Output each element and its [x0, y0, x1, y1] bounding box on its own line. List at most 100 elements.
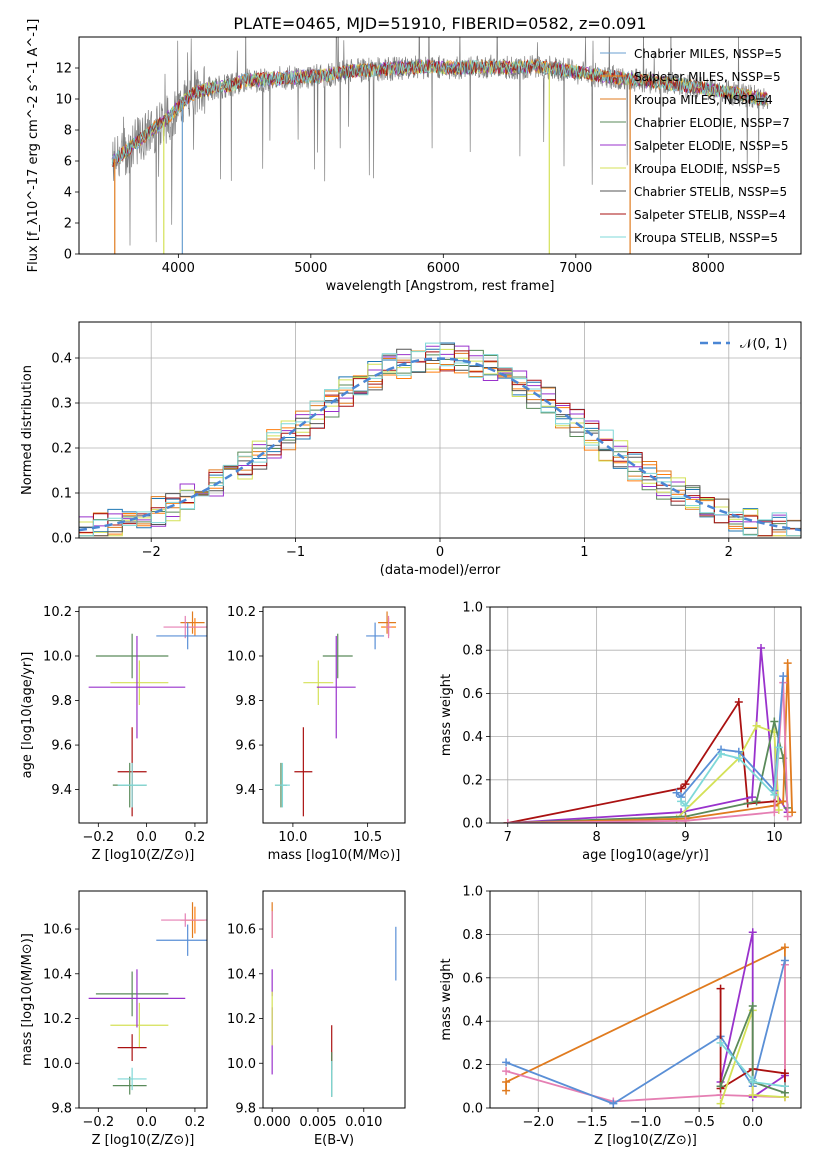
errorbar-point [366, 622, 385, 650]
y-tick-label: 0.2 [462, 1058, 483, 1073]
x-tick-label: 4000 [162, 261, 195, 276]
weight-marker [780, 943, 789, 952]
errorbar-point [117, 1067, 147, 1091]
y-tick-label: 0.6 [462, 971, 483, 986]
y-tick-label: 0.0 [462, 817, 483, 832]
weight-marker [672, 788, 681, 797]
weight-marker [774, 743, 783, 752]
legend-label: Salpeter STELIB, NSSP=4 [634, 208, 786, 222]
errorbar-point [316, 635, 356, 739]
panel-age_vs_mass: 10.0 10.5 9.4 9.6 9.8 10.0 10.2 mass [log10(M/M… [227, 605, 406, 863]
panel-mass_vs_Z: −0.2 0.0 0.2 9.8 10.0 10.2 10.4 10.6 Z [log10(Z/… [20, 890, 208, 1148]
plot-area [111, 37, 769, 254]
weight-marker [502, 1077, 511, 1086]
errorbar-point [161, 913, 207, 927]
weight-marker [779, 672, 788, 681]
legend-label: Kroupa STELIB, NSSP=5 [634, 231, 778, 245]
y-axis-label: Flux [f_λ10^-17 erg cm^-2 s^-1 A^-1] [26, 19, 41, 273]
weight-marker [780, 1069, 789, 1078]
x-tick-label: 8000 [692, 261, 725, 276]
y-tick-label: 9.8 [235, 1102, 256, 1117]
weight-marker [752, 721, 761, 730]
errorbar-point [156, 924, 207, 956]
plot-area [88, 902, 207, 1095]
y-tick-label: 0.6 [462, 687, 483, 702]
axes-frame [262, 606, 406, 824]
errorbar-point [88, 969, 186, 1028]
x-axis-label: mass [log10(M/M⊙)] [268, 848, 401, 863]
plot-area [502, 928, 789, 1108]
axes-frame [78, 36, 802, 255]
weight-marker [748, 793, 757, 802]
x-tick-label: −0.5 [683, 1115, 715, 1130]
errorbar-point [274, 762, 290, 808]
y-tick-label: 6 [64, 155, 72, 170]
legend-label: Salpeter MILES, NSSP=5 [634, 70, 781, 84]
axes-frame [489, 606, 802, 824]
weight-marker [716, 984, 725, 993]
axes-frame [262, 890, 406, 1109]
x-axis-label: (data-model)/error [380, 563, 501, 578]
y-tick-label: 10.6 [227, 923, 256, 938]
normal-curve [79, 357, 801, 532]
errorbar-point [88, 635, 186, 739]
weight-marker [734, 754, 743, 763]
x-tick-label: 1 [580, 545, 588, 560]
weight-marker [770, 717, 779, 726]
legend-label: Kroupa MILES, NSSP=4 [634, 93, 773, 107]
x-tick-label: 8 [592, 830, 600, 845]
weight-marker [609, 1099, 618, 1108]
weight-marker [677, 784, 686, 793]
x-tick-label: 7000 [559, 261, 592, 276]
errorbar-point [110, 1002, 169, 1048]
weight-marker [502, 1086, 511, 1095]
weight-series [507, 663, 793, 823]
x-tick-label: −1.5 [576, 1115, 608, 1130]
x-tick-label: 0.2 [185, 1115, 206, 1130]
y-tick-label: 9.6 [235, 739, 256, 754]
errorbar-point [303, 660, 334, 705]
weight-marker [774, 806, 783, 815]
weight-marker [502, 1058, 511, 1067]
y-axis-label: mass [log10(M/M⊙)] [20, 933, 35, 1066]
x-tick-label: 0.2 [185, 830, 206, 845]
axes-frame [78, 606, 208, 824]
weight-marker [717, 749, 726, 758]
errorbar-point [294, 727, 313, 817]
y-tick-label: 0.0 [462, 1102, 483, 1117]
errorbar-point [378, 611, 397, 634]
legend-label: Chabrier MILES, NSSP=5 [634, 47, 782, 61]
y-tick-label: 10.2 [43, 1012, 72, 1027]
x-tick-label: −1 [286, 545, 305, 560]
x-tick-label: 10.0 [278, 830, 307, 845]
plot-area [274, 611, 397, 817]
errorbar-point [180, 611, 205, 634]
y-tick-label: 10.2 [43, 605, 72, 620]
weight-marker [779, 797, 788, 806]
y-tick-label: 9.6 [51, 739, 72, 754]
x-tick-label: 9 [681, 830, 689, 845]
legend-label: Kroupa ELODIE, NSSP=5 [634, 162, 781, 176]
x-tick-label: 10.5 [353, 830, 382, 845]
errorbar-point [110, 660, 169, 705]
panel-weight_vs_age: 7 8 9 10 0.0 0.2 0.4 0.6 0.8 1.0 age [log10(age/yr… [439, 601, 802, 863]
errorbar-point [117, 762, 147, 808]
residual-histogram [79, 342, 801, 537]
weight-marker [748, 1090, 757, 1099]
weight-marker [770, 808, 779, 817]
x-tick-label: 0.0 [742, 1115, 763, 1130]
x-tick-label: 10 [766, 830, 783, 845]
y-tick-label: 10.2 [227, 1012, 256, 1027]
y-axis-label: age [log10(age/yr)] [20, 652, 35, 779]
x-tick-label: 2 [725, 545, 733, 560]
weight-marker [770, 790, 779, 799]
figure-title: PLATE=0465, MJD=51910, FIBERID=0582, z=0… [233, 14, 646, 33]
y-tick-label: 9.4 [51, 783, 72, 798]
weight-marker [716, 1082, 725, 1091]
weight-marker [502, 1067, 511, 1076]
x-tick-label: −2 [142, 545, 161, 560]
y-tick-label: 1.0 [462, 885, 483, 900]
plot-area [271, 902, 397, 1097]
x-tick-label: −0.2 [83, 1115, 115, 1130]
